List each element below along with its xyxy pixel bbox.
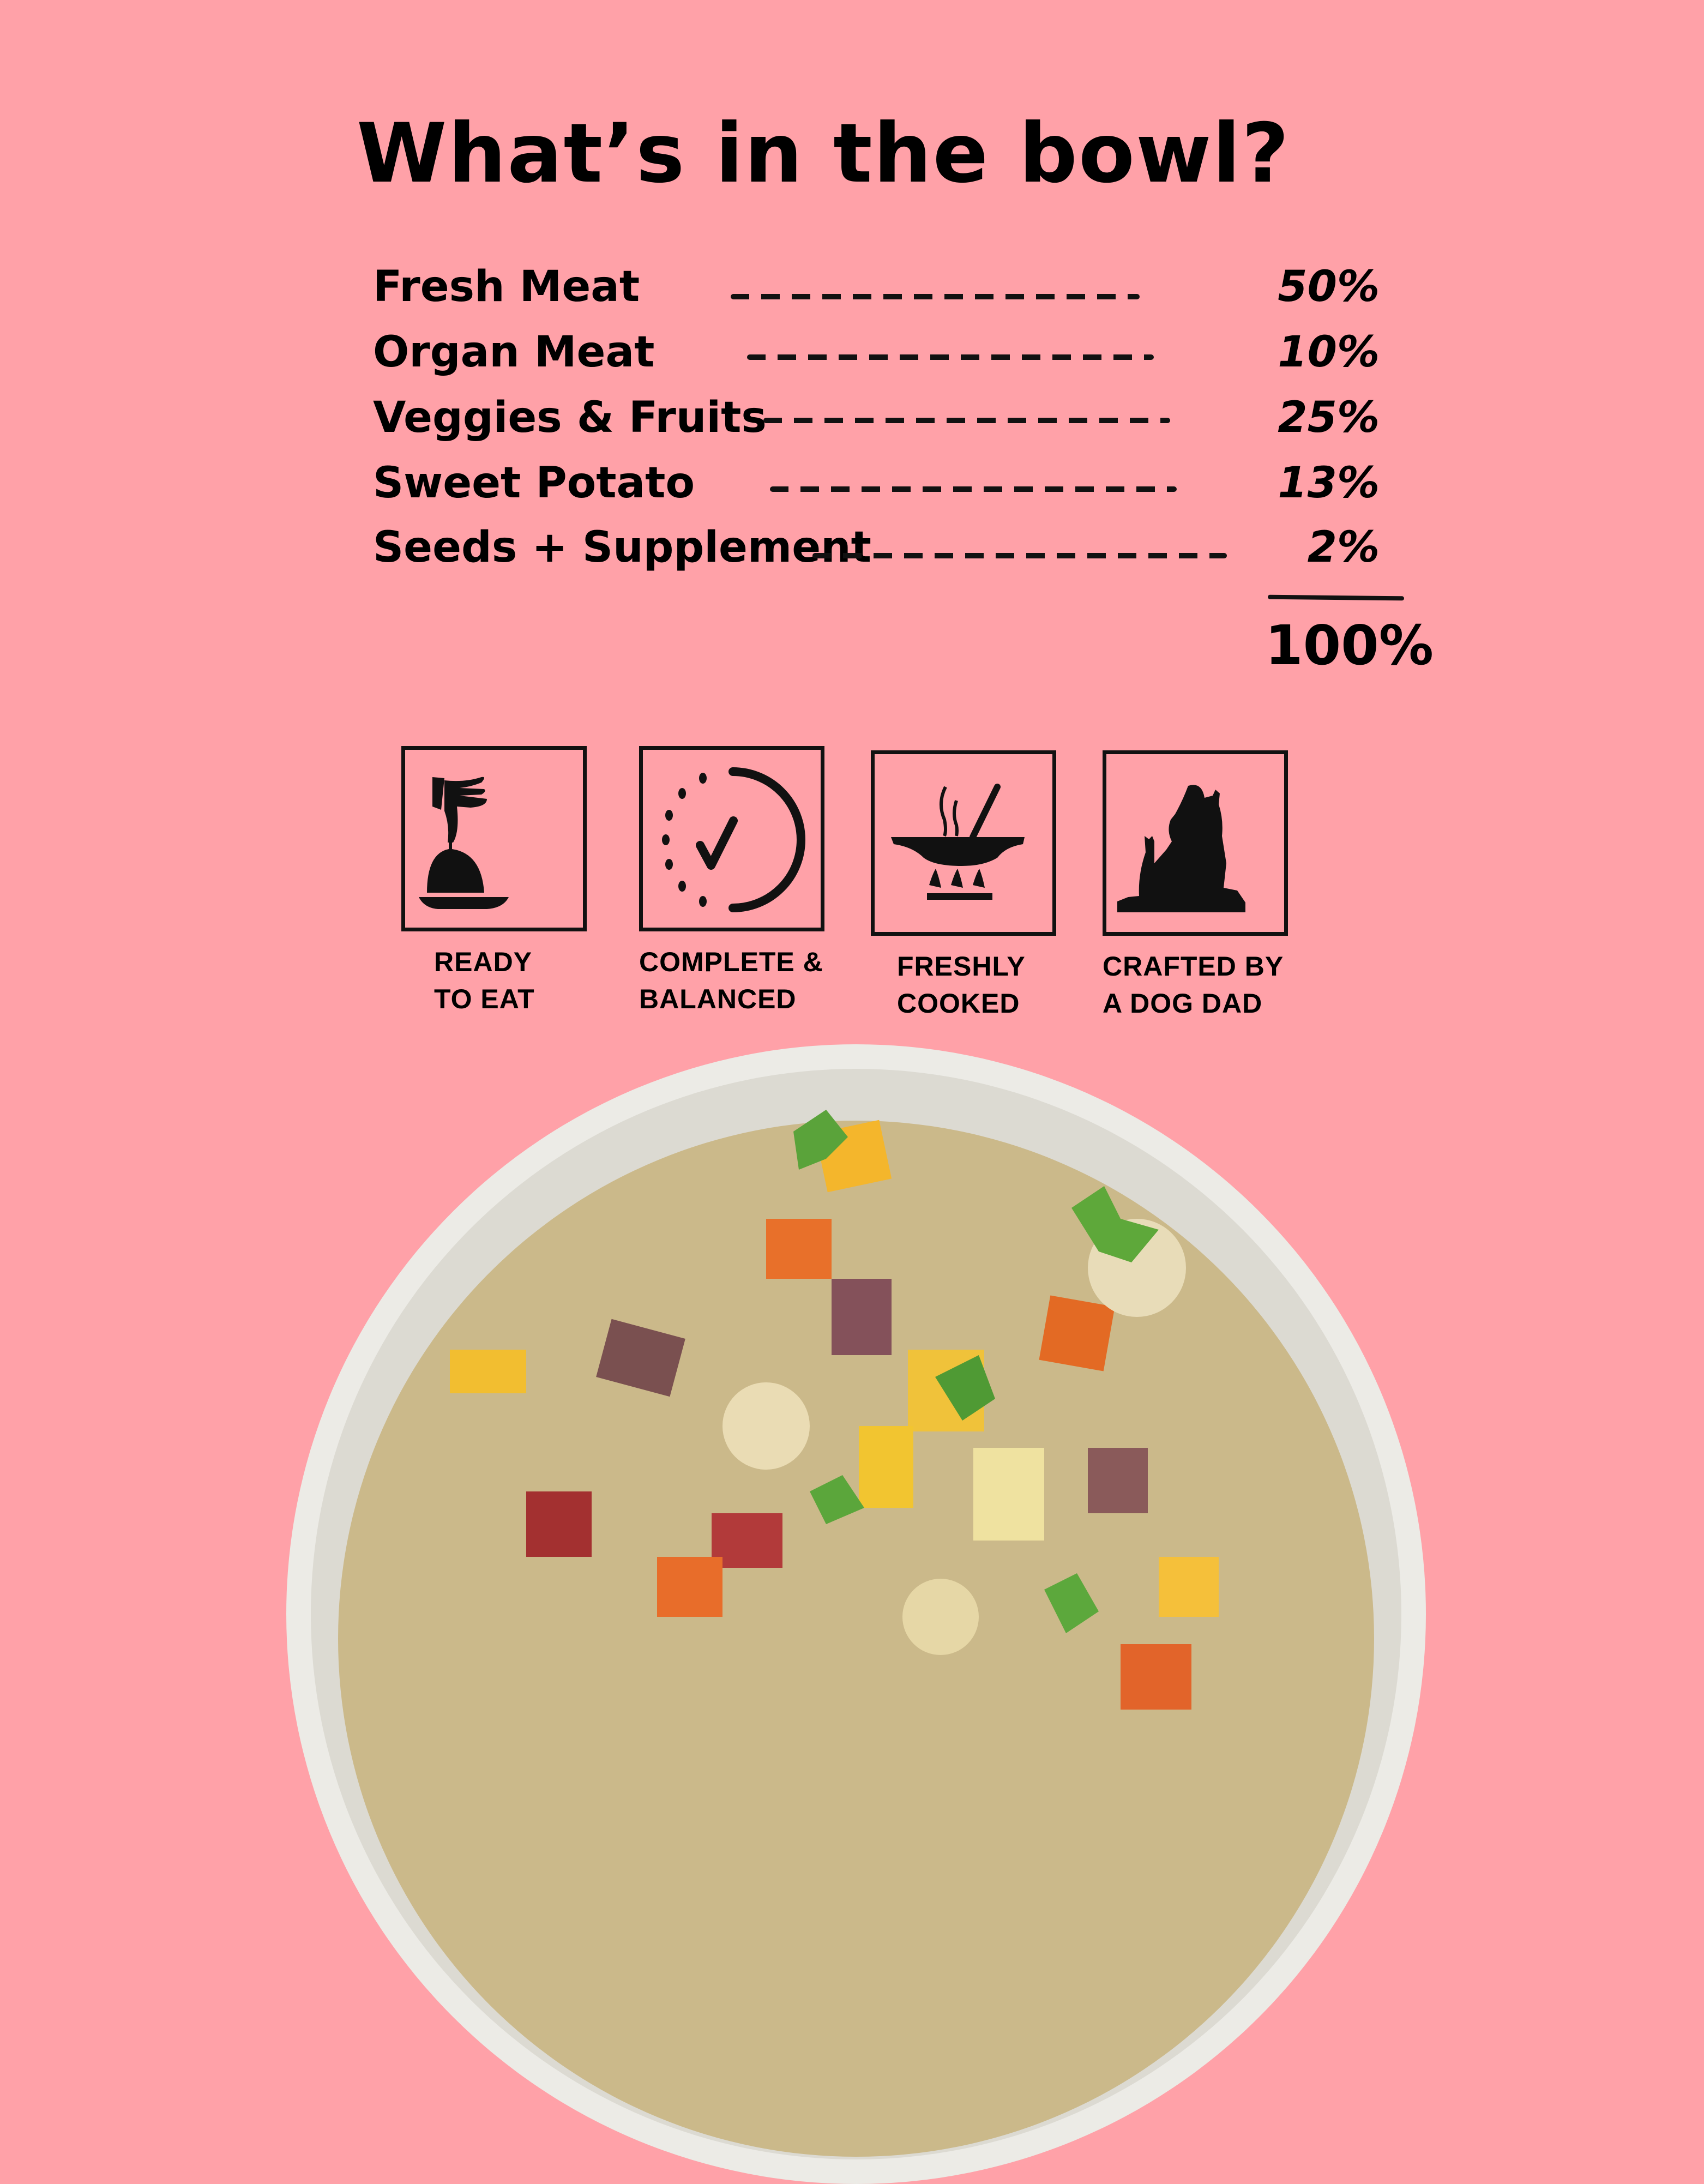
food-bowl-image (286, 1044, 1426, 2184)
food-pieces (450, 1110, 1219, 1710)
feature-icon-frame (401, 746, 587, 931)
clock-check-icon (662, 767, 805, 912)
wok-on-stove-icon (891, 784, 1025, 900)
feature-icon-frame (1103, 750, 1288, 936)
dotted-leader (770, 486, 1177, 492)
man-with-dogs-icon (1117, 785, 1245, 912)
feature-freshly-cooked: FRESHLY COOKED (871, 750, 1056, 1022)
dotted-leader (747, 354, 1154, 360)
sum-rule (1267, 594, 1405, 601)
feature-label: FRESHLY COOKED (897, 951, 1026, 1019)
feature-label: READY TO EAT (434, 947, 535, 1014)
feature-icon-frame (639, 746, 824, 931)
ingredient-row: Veggies & Fruits 25% (373, 390, 1380, 445)
ingredient-label: Veggies & Fruits (373, 393, 767, 442)
feature-complete-balanced: COMPLETE & BALANCED (639, 746, 824, 1018)
dotted-leader (731, 294, 1140, 299)
feature-label: COMPLETE & BALANCED (639, 947, 823, 1014)
ingredient-percent: 50% (1278, 262, 1380, 311)
feature-icon-frame (871, 750, 1056, 936)
ingredient-row: Sweet Potato 13% (373, 456, 1380, 510)
ingredient-row: Seeds + Supplement 2% (373, 520, 1380, 575)
ingredient-label: Fresh Meat (373, 262, 640, 311)
ingredient-percent: 2% (1307, 523, 1380, 572)
feature-label: CRAFTED BY A DOG DAD (1103, 951, 1284, 1019)
page-title: What’s in the bowl? (357, 106, 1290, 201)
ingredient-label: Seeds + Supplement (373, 523, 871, 572)
ingredient-row: Fresh Meat 50% (373, 260, 1380, 314)
feature-crafted-by-dog-dad: CRAFTED BY A DOG DAD (1103, 750, 1288, 1022)
ingredient-percent: 25% (1278, 393, 1380, 442)
ingredient-row: Organ Meat 10% (373, 325, 1380, 380)
ingredient-label: Sweet Potato (373, 459, 695, 508)
cloche-serving-icon (419, 777, 509, 909)
feature-ready-to-eat: READY TO EAT (401, 746, 587, 1018)
dotted-leader (763, 418, 1170, 423)
ingredient-percent: 13% (1278, 459, 1380, 508)
total-percent: 100% (1265, 613, 1434, 677)
ingredient-label: Organ Meat (373, 328, 655, 377)
ingredient-percent: 10% (1278, 328, 1380, 377)
dotted-leader (812, 553, 1227, 558)
